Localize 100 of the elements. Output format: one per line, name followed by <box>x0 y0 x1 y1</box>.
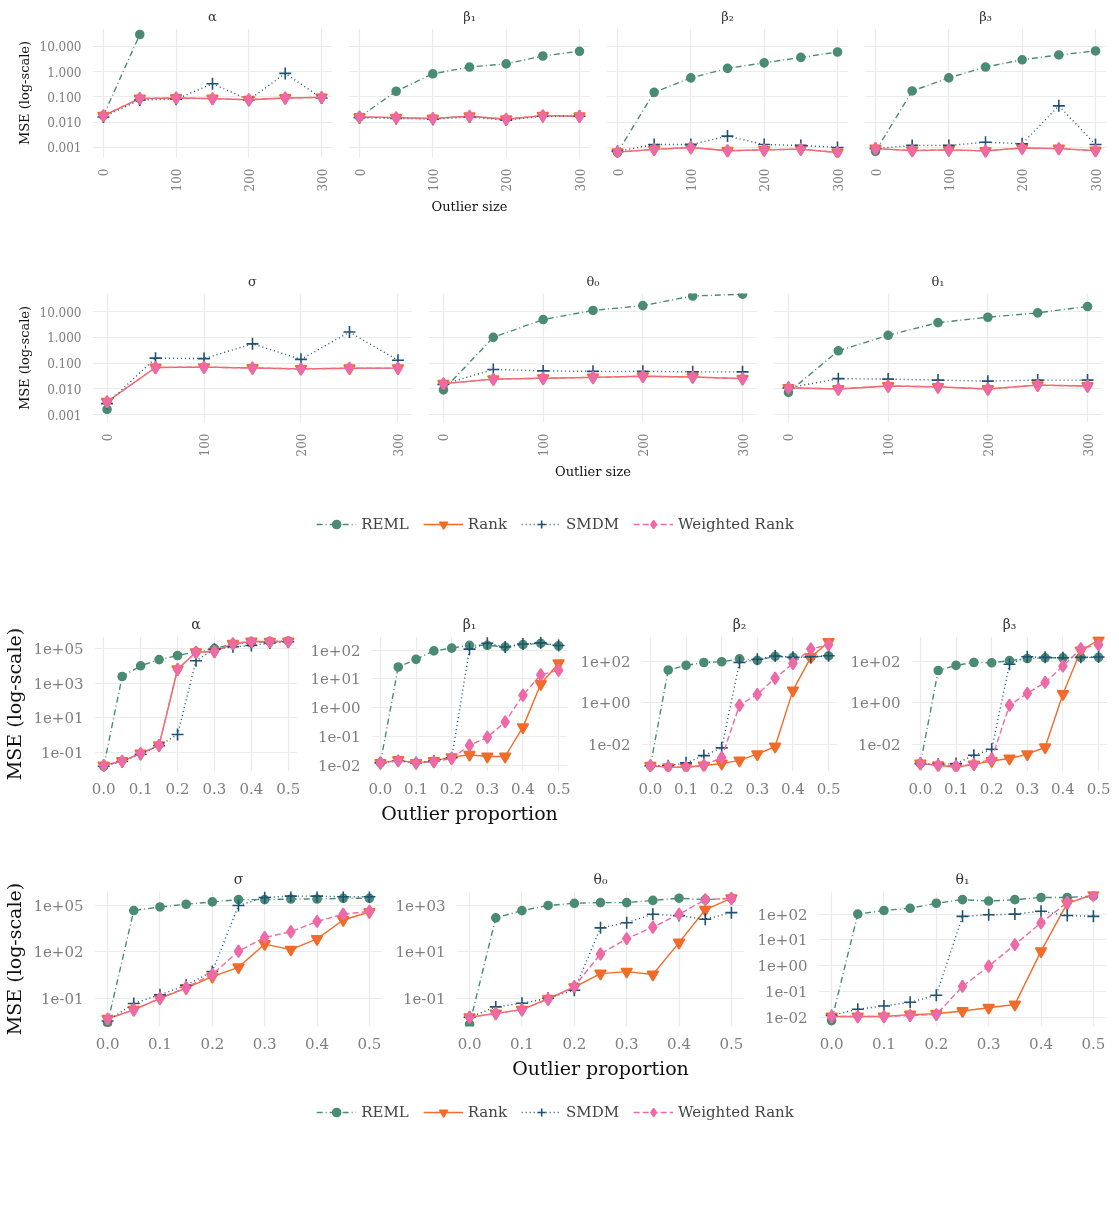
x-tick-label: 0.1 <box>128 779 153 798</box>
y-tick-label: 1e+00 <box>757 957 808 976</box>
chart-title: σ <box>233 870 244 887</box>
chart-title: β₃ <box>979 8 992 24</box>
x-tick-label: 0.3 <box>976 1034 1001 1053</box>
x-tick-label: 200 <box>294 433 309 457</box>
y-tick-label: 0.010 <box>47 382 82 397</box>
legend-label: REML <box>361 1103 409 1121</box>
y-tick-label: 0.001 <box>47 141 82 156</box>
y-axis-title: MSE (log-scale) <box>3 627 26 781</box>
x-tick-label: 0 <box>97 168 112 177</box>
x-tick-label: 200 <box>500 168 515 192</box>
x-tick-label: 0.0 <box>95 1034 120 1053</box>
x-tick-label: 0.5 <box>1086 779 1111 798</box>
y-tick-label: 1e-02 <box>857 735 901 754</box>
x-tick-label: 200 <box>636 433 651 457</box>
y-tick-label: 0.100 <box>47 90 82 105</box>
x-tick-label: 0.2 <box>200 1034 225 1053</box>
x-tick-label: 0.2 <box>562 1034 587 1053</box>
chart-title: β₁ <box>463 8 476 24</box>
x-tick-label: 300 <box>831 168 846 192</box>
chart-title: θ₁ <box>955 870 970 887</box>
x-tick-label: 0.4 <box>667 1034 691 1053</box>
x-tick-label: 0.3 <box>1015 779 1040 798</box>
chart-title: β₁ <box>462 615 477 632</box>
y-tick-label: 1e+02 <box>580 652 631 671</box>
x-tick-label: 0.3 <box>475 779 500 798</box>
y-tick-label: 0.001 <box>47 408 82 423</box>
x-tick-label: 0 <box>611 168 626 177</box>
legend-label: Rank <box>467 1103 508 1121</box>
y-tick-label: 1e-01 <box>402 989 446 1008</box>
x-tick-label: 200 <box>758 168 773 192</box>
legend-label: Rank <box>467 515 508 533</box>
x-tick-label: 0.4 <box>1051 779 1075 798</box>
chart-title: β₂ <box>721 8 734 24</box>
x-tick-label: 300 <box>736 433 751 457</box>
x-tick-label: 0.1 <box>510 1034 534 1053</box>
chart-title: β₃ <box>1002 615 1017 632</box>
x-tick-label: 0.3 <box>745 779 770 798</box>
chart-title: θ₀ <box>586 273 600 289</box>
x-tick-label: 100 <box>537 433 552 457</box>
x-tick-label: 0.0 <box>638 779 663 798</box>
y-tick-label: 1e+02 <box>33 943 84 962</box>
y-axis-title: MSE (log-scale) <box>3 882 26 1036</box>
x-tick-label: 300 <box>315 168 330 192</box>
y-tick-label: 10.000 <box>39 40 82 55</box>
chart-title: θ₀ <box>593 870 608 887</box>
x-tick-label: 0.4 <box>781 779 805 798</box>
y-tick-label: 1e+00 <box>310 699 361 718</box>
y-tick-label: 10.000 <box>39 305 82 320</box>
x-tick-label: 0.2 <box>439 779 464 798</box>
x-tick-label: 300 <box>391 433 406 457</box>
legend-label: Weighted Rank <box>678 515 794 533</box>
x-tick-label: 0.0 <box>908 779 933 798</box>
y-tick-label: 1e+03 <box>395 896 446 915</box>
y-tick-label: 1e+03 <box>33 674 84 693</box>
x-tick-label: 0.5 <box>546 779 571 798</box>
y-tick-label: 1e+02 <box>310 641 361 660</box>
y-tick-label: 1e-01 <box>40 989 84 1008</box>
y-tick-label: 1e+02 <box>757 905 808 924</box>
y-tick-label: 1e-02 <box>764 1009 808 1028</box>
y-tick-label: 1e+01 <box>310 670 361 689</box>
x-tick-label: 0 <box>353 168 368 177</box>
y-tick-label: 1e+05 <box>33 896 84 915</box>
x-tick-label: 0.1 <box>872 1034 896 1053</box>
legend-label: SMDM <box>566 1103 620 1121</box>
chart-title: β₂ <box>732 615 747 632</box>
y-tick-label: 1e-02 <box>587 735 631 754</box>
x-tick-label: 0.1 <box>148 1034 172 1053</box>
x-tick-label: 0.2 <box>709 779 734 798</box>
x-tick-label: 100 <box>942 168 957 192</box>
x-tick-label: 100 <box>882 433 897 457</box>
x-tick-label: 0.0 <box>368 779 393 798</box>
y-tick-label: 1e-01 <box>40 744 84 763</box>
x-axis-title: Outlier proportion <box>381 801 558 824</box>
x-tick-label: 0.4 <box>511 779 535 798</box>
x-tick-label: 0.4 <box>239 779 264 798</box>
x-tick-label: 0.2 <box>165 779 190 798</box>
x-tick-label: 0.2 <box>924 1034 949 1053</box>
legend-label: SMDM <box>566 515 620 533</box>
x-tick-label: 100 <box>170 168 185 192</box>
x-tick-label: 100 <box>684 168 699 192</box>
y-tick-label: 1e-01 <box>317 727 361 746</box>
x-tick-label: 0.5 <box>816 779 841 798</box>
x-tick-label: 0.5 <box>276 779 301 798</box>
x-tick-label: 300 <box>1089 168 1104 192</box>
x-tick-label: 0.4 <box>305 1034 329 1053</box>
x-tick-label: 0.2 <box>979 779 1004 798</box>
x-tick-label: 200 <box>1016 168 1031 192</box>
x-tick-label: 200 <box>981 433 996 457</box>
x-tick-label: 0.1 <box>404 779 428 798</box>
x-tick-label: 100 <box>198 433 213 457</box>
y-tick-label: 1e+02 <box>850 652 901 671</box>
y-tick-label: 0.100 <box>47 357 82 372</box>
y-tick-label: 1.000 <box>47 65 82 80</box>
x-axis-title: Outlier size <box>431 199 508 215</box>
x-axis-title: Outlier proportion <box>512 1056 689 1079</box>
chart-title: σ <box>248 273 258 289</box>
chart-title: α <box>208 8 218 24</box>
y-axis-title: MSE (log-scale) <box>16 305 32 411</box>
